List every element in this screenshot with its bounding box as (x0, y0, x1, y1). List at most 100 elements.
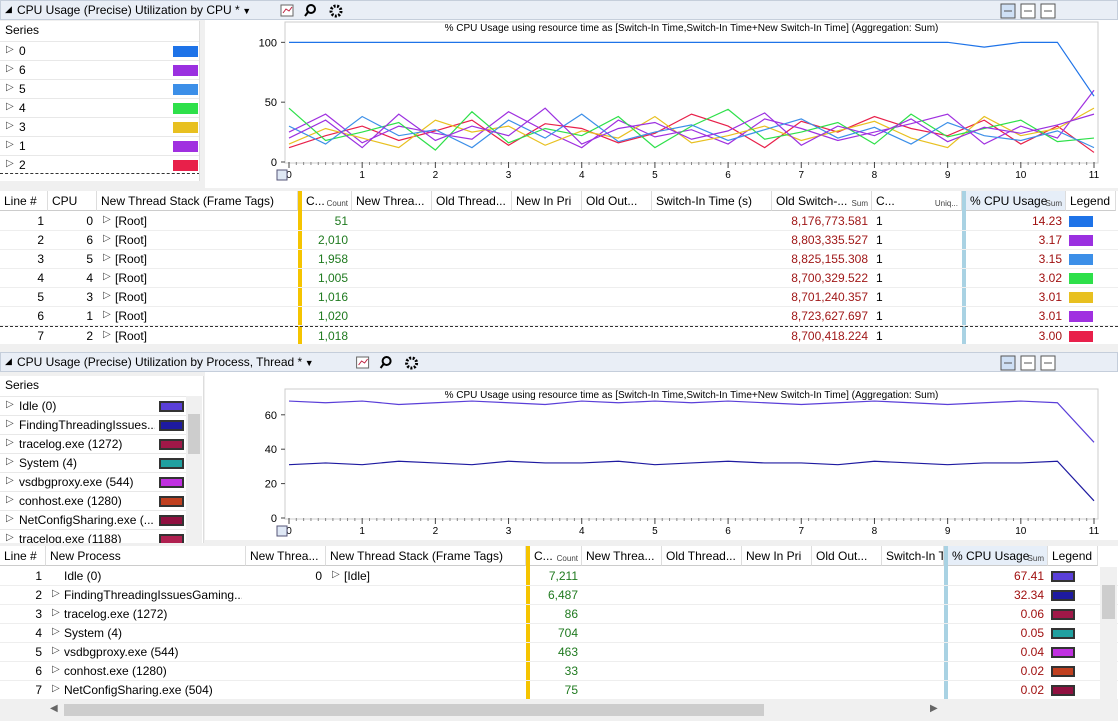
column-header[interactable]: New In Pri (512, 191, 582, 211)
x-tick-label: 11 (1089, 526, 1100, 537)
series-row[interactable]: ▷ tracelog.exe (1188) (0, 529, 186, 543)
expand-icon[interactable]: ▷ (6, 120, 14, 131)
expand-icon[interactable]: ▷ (52, 588, 60, 599)
series-row[interactable]: ▷ 3 (0, 117, 199, 136)
column-header[interactable]: Old Thread... (662, 546, 742, 566)
column-header[interactable]: C... Uniq... (872, 191, 962, 211)
column-header[interactable]: New Thread Stack (Frame Tags) (326, 546, 526, 566)
expand-icon[interactable]: ▷ (6, 418, 14, 429)
column-header[interactable]: Legend (1066, 191, 1116, 211)
expand-icon[interactable]: ▷ (52, 683, 60, 694)
dropdown-arrow[interactable]: ▼ (239, 6, 252, 16)
expand-icon[interactable]: ▷ (103, 329, 111, 340)
table-row[interactable]: 2 6 ▷ [Root] 2,010 8,803,335.527 1 3.17 (0, 231, 1118, 250)
series-row[interactable]: ▷ vsdbgproxy.exe (544) (0, 472, 186, 491)
column-header[interactable]: New Threa... (246, 546, 326, 566)
expand-icon[interactable]: ▷ (6, 532, 14, 543)
series-row[interactable]: ▷ tracelog.exe (1272) (0, 434, 186, 453)
column-header[interactable]: Legend (1048, 546, 1098, 566)
series-row[interactable]: ▷ System (4) (0, 453, 186, 472)
table-cell: vsdbgproxy.exe (544) (64, 645, 179, 659)
expand-icon[interactable]: ▷ (6, 44, 14, 55)
column-header[interactable]: C... Count (530, 546, 582, 566)
series-row[interactable]: ▷ 4 (0, 98, 199, 117)
column-header[interactable]: % CPU Usage Sum (948, 546, 1048, 566)
series-row[interactable]: ▷ Idle (0) (0, 396, 186, 415)
expand-icon[interactable]: ▷ (6, 456, 14, 467)
column-header[interactable]: % CPU Usage Sum (966, 191, 1066, 211)
expand-icon[interactable]: ▷ (6, 82, 14, 93)
column-header[interactable]: Line # (0, 546, 46, 566)
series-row[interactable]: ▷ NetConfigSharing.exe (... (0, 510, 186, 529)
table-row[interactable]: 1 0 ▷ [Root] 51 8,176,773.581 1 14.23 (0, 212, 1118, 231)
view-selector[interactable]: Utilization by CPU * ▼ (135, 3, 251, 17)
series-row[interactable]: ▷ 5 (0, 79, 199, 98)
expand-icon[interactable]: ▷ (6, 139, 14, 150)
table-row[interactable]: 5 3 ▷ [Root] 1,016 8,701,240.357 1 3.01 (0, 288, 1118, 307)
column-header[interactable]: New Process (46, 546, 246, 566)
expand-icon[interactable]: ▷ (52, 664, 60, 675)
view-selector[interactable]: Utilization by Process, Thread * ▼ (135, 355, 314, 369)
table-row[interactable]: 4 ▷ System (4) 704 0.05 (0, 624, 1118, 643)
table-row[interactable]: 1 Idle (0) 0 ▷ [Idle] 7,211 67.41 (0, 567, 1118, 586)
scroll-thumb[interactable] (64, 704, 764, 716)
expand-icon[interactable]: ▷ (52, 645, 60, 656)
dropdown-arrow[interactable]: ▼ (302, 358, 314, 368)
table-row[interactable]: 6 1 ▷ [Root] 1,020 8,723,627.697 1 3.01 (0, 307, 1118, 326)
column-header[interactable]: New Threa... (352, 191, 432, 211)
series-row[interactable]: ▷ 2 (0, 155, 199, 174)
table-row[interactable]: 6 ▷ conhost.exe (1280) 33 0.02 (0, 662, 1118, 681)
expand-icon[interactable]: ▷ (52, 607, 60, 618)
expand-icon[interactable]: ▷ (6, 494, 14, 505)
column-header[interactable]: Switch-In T (882, 546, 944, 566)
expand-icon[interactable]: ▷ (103, 290, 111, 301)
table-row[interactable]: 5 ▷ vsdbgproxy.exe (544) 463 0.04 (0, 643, 1118, 662)
expand-icon[interactable]: ▷ (6, 101, 14, 112)
expand-icon[interactable]: ▷ (103, 309, 111, 320)
column-header[interactable]: Old Out... (582, 191, 652, 211)
expand-icon[interactable]: ▷ (52, 626, 60, 637)
column-header[interactable]: CPU (48, 191, 97, 211)
expand-icon[interactable]: ▷ (103, 252, 111, 263)
series-row[interactable]: ▷ 1 (0, 136, 199, 155)
table-row[interactable]: 4 4 ▷ [Root] 1,005 8,700,329.522 1 3.02 (0, 269, 1118, 288)
series-row[interactable]: ▷ 6 (0, 60, 199, 79)
series-row[interactable]: ▷ 0 (0, 41, 199, 60)
scroll-left[interactable]: ◀ (50, 703, 58, 714)
column-header[interactable]: New Thread Stack (Frame Tags) (97, 191, 298, 211)
table-row[interactable]: 7 2 ▷ [Root] 1,018 8,700,418.224 1 3.00 (0, 326, 1118, 344)
column-header[interactable]: New In Pri (742, 546, 812, 566)
table-row[interactable]: 3 ▷ tracelog.exe (1272) 86 0.06 (0, 605, 1118, 624)
column-header[interactable]: C... Count (302, 191, 352, 211)
series-row[interactable]: ▷ FindingThreadingIssues... (0, 415, 186, 434)
table-row[interactable]: 2 ▷ FindingThreadingIssuesGaming.... 6,487 3… (0, 586, 1118, 605)
expand-icon[interactable]: ▷ (6, 63, 14, 74)
view-name[interactable]: Utilization by CPU * (135, 3, 240, 17)
column-header[interactable]: New Threa... (582, 546, 662, 566)
scroll-right[interactable]: ▶ (930, 703, 938, 714)
table-cell: 4 (35, 626, 42, 640)
table-row[interactable]: 3 5 ▷ [Root] 1,958 8,825,155.308 1 3.15 (0, 250, 1118, 269)
scroll-thumb[interactable] (188, 414, 200, 454)
view-name[interactable]: Utilization by Process, Thread * (135, 355, 303, 369)
expand-icon[interactable]: ▷ (6, 513, 14, 524)
column-header[interactable]: Old Switch-... Sum (772, 191, 872, 211)
column-header[interactable]: Line # (0, 191, 48, 211)
series-swatch (159, 515, 184, 526)
expand-icon[interactable]: ▷ (103, 214, 111, 225)
series-row[interactable]: ▷ conhost.exe (1280) (0, 491, 186, 510)
expand-icon[interactable]: ▷ (6, 437, 14, 448)
table-row[interactable]: 7 ▷ NetConfigSharing.exe (504) 75 0.02 (0, 681, 1118, 699)
expand-icon[interactable]: ▷ (6, 158, 14, 169)
column-header[interactable]: Old Out... (812, 546, 882, 566)
collapse-icon[interactable]: ◢ (5, 356, 12, 366)
collapse-icon[interactable]: ◢ (5, 4, 12, 14)
expand-icon[interactable]: ▷ (103, 233, 111, 244)
scroll-thumb[interactable] (1102, 585, 1115, 619)
column-header[interactable]: Old Thread... (432, 191, 512, 211)
expand-icon[interactable]: ▷ (332, 569, 340, 580)
expand-icon[interactable]: ▷ (103, 271, 111, 282)
column-header[interactable]: Switch-In Time (s) (652, 191, 772, 211)
expand-icon[interactable]: ▷ (6, 475, 14, 486)
expand-icon[interactable]: ▷ (6, 399, 14, 410)
